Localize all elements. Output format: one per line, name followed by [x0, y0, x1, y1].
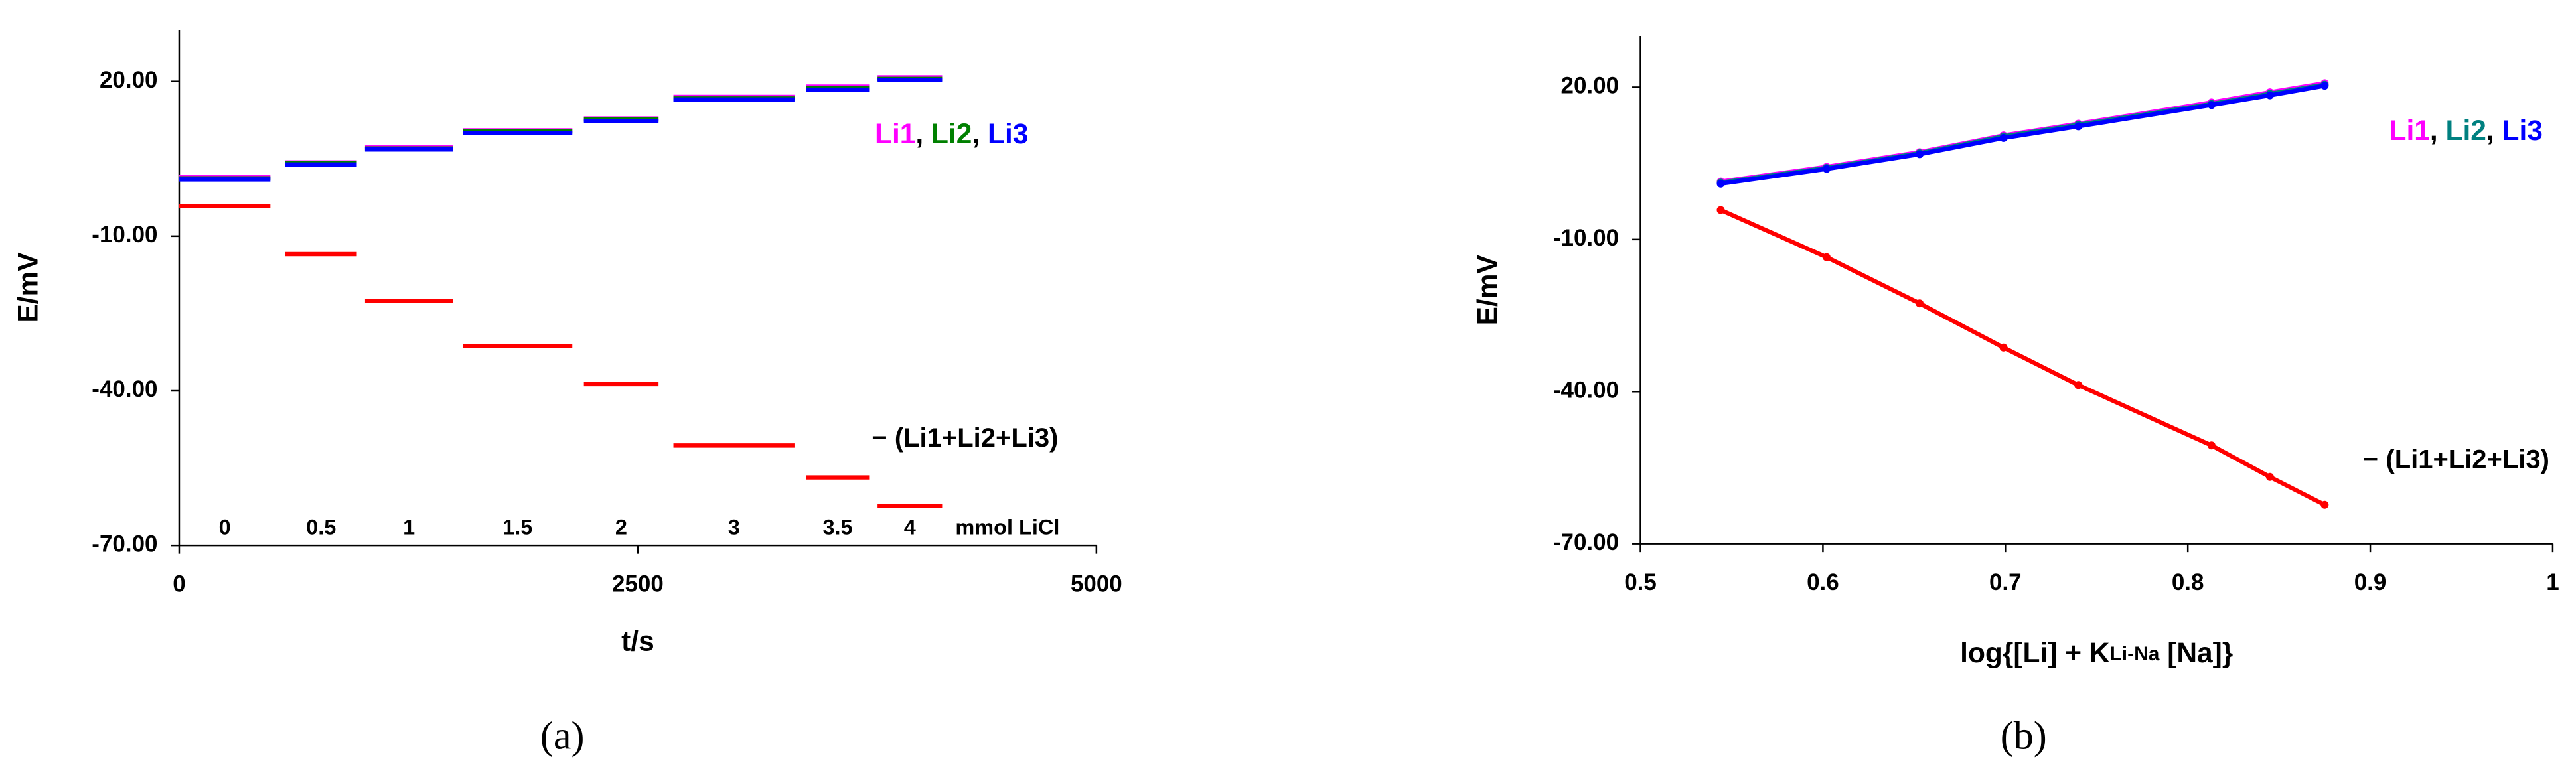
point: [1999, 343, 2008, 352]
point: [2265, 91, 2274, 100]
legend-entry: Li1: [2389, 115, 2430, 147]
caption: (a): [540, 713, 585, 757]
point: [2207, 441, 2216, 450]
legend-entry: − (Li1+Li2+Li3): [871, 423, 1058, 453]
x-tick-label: 0.5: [1624, 569, 1657, 595]
legend-space: [923, 119, 931, 150]
x-axis-title: t/s: [621, 626, 654, 658]
x-tick-label: 0.9: [2354, 569, 2387, 595]
category-label: 2: [615, 516, 627, 539]
point: [1999, 133, 2008, 142]
unit-label: mmol LiCl: [955, 516, 1059, 539]
y-tick-label: -40.00: [92, 376, 157, 402]
y-tick-label: -10.00: [92, 222, 157, 248]
category-label: 1: [403, 516, 415, 539]
x-tick-label: 0: [173, 571, 185, 597]
x-tick-label: 1: [2546, 569, 2559, 595]
category-label: 3: [728, 516, 740, 539]
category-label: 0.5: [306, 516, 336, 539]
y-tick-label: -70.00: [92, 531, 157, 557]
y-tick-label: -10.00: [1553, 225, 1619, 251]
legend-space: [980, 119, 988, 150]
legend-separator: ,: [915, 119, 923, 150]
legend-separator: ,: [2430, 115, 2438, 147]
legend: Li1, Li2, Li3: [875, 119, 1028, 150]
x-tick-label: 5000: [1071, 571, 1122, 597]
y-axis-title: E/mV: [1472, 255, 1503, 326]
legend-space: [2438, 115, 2446, 147]
category-label: 1.5: [502, 516, 532, 539]
legend-entry: Li1: [875, 119, 915, 150]
y-axis-title: E/mV: [13, 252, 44, 323]
series-line: [1720, 83, 2325, 186]
legend: Li1, Li2, Li3: [2389, 115, 2543, 147]
y-tick-label: 20.00: [100, 67, 158, 93]
legend-entry: − (Li1+Li2+Li3): [2363, 445, 2549, 474]
point: [2320, 82, 2329, 90]
point: [1916, 150, 1924, 159]
legend-space: [2494, 115, 2502, 147]
point: [1822, 253, 1831, 261]
x-axis-title-main: log{[Li] + K: [1960, 638, 2110, 669]
point: [2074, 122, 2083, 131]
x-tick-label: 2500: [612, 571, 664, 597]
x-tick-label: 0.8: [2172, 569, 2204, 595]
legend-entry: Li2: [2446, 115, 2486, 147]
point: [1916, 299, 1924, 308]
legend-entry: Li3: [988, 119, 1028, 150]
legend-separator: ,: [2486, 115, 2494, 147]
point: [1716, 179, 1725, 188]
category-label: 4: [904, 516, 916, 539]
x-tick-label: 0.6: [1807, 569, 1839, 595]
category-label: 0: [219, 516, 231, 539]
category-label: 3.5: [822, 516, 852, 539]
x-tick-label: 0.7: [1989, 569, 2022, 595]
point: [2265, 472, 2274, 481]
point: [1822, 165, 1831, 173]
point: [2320, 500, 2329, 509]
x-axis-title: log{[Li] + KLi-Na [Na]}: [1960, 638, 2233, 669]
series-line: [1720, 208, 2326, 507]
y-tick-label: -70.00: [1553, 530, 1619, 555]
point: [2074, 381, 2083, 390]
x-axis-title-main: t/s: [621, 626, 654, 658]
y-tick-label: -40.00: [1553, 377, 1619, 403]
legend-separator: ,: [972, 119, 980, 150]
caption: (b): [2001, 713, 2047, 757]
x-axis-title-sub: Li-Na: [2109, 643, 2159, 665]
y-tick-label: 20.00: [1561, 73, 1620, 99]
point: [2207, 101, 2216, 109]
legend-entry: Li3: [2502, 115, 2543, 147]
legend-entry: Li2: [931, 119, 972, 150]
point: [1716, 206, 1725, 214]
x-axis-title-end: [Na]}: [2159, 638, 2233, 669]
